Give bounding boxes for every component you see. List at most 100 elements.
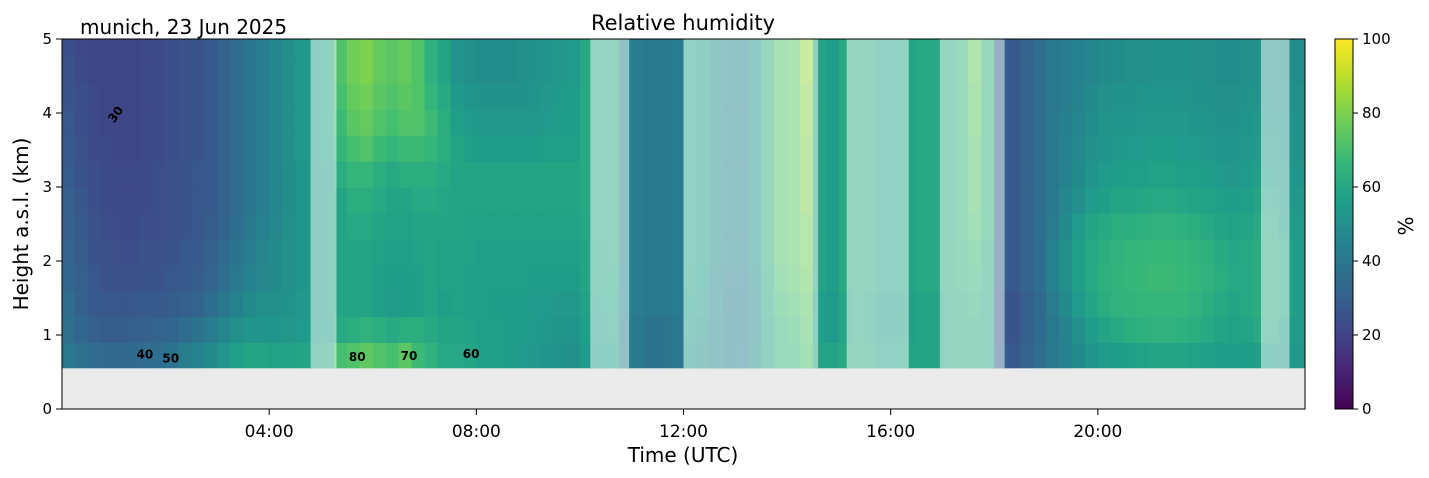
- heatmap-cell: [916, 39, 931, 59]
- heatmap-cell: [424, 109, 439, 136]
- heatmap-cell: [670, 238, 685, 266]
- heatmap-cell: [152, 39, 167, 59]
- heatmap-cell: [1020, 109, 1034, 136]
- contour-label: 80: [349, 350, 366, 364]
- heatmap-cell: [139, 342, 154, 369]
- heatmap-cell: [346, 316, 361, 343]
- heatmap-cell: [398, 39, 413, 59]
- y-tick-label: 1: [42, 326, 52, 344]
- heatmap-cell: [1292, 83, 1305, 110]
- heatmap-cell: [1110, 238, 1125, 266]
- heatmap-cell: [541, 290, 555, 318]
- heatmap-cell: [1240, 316, 1254, 343]
- heatmap-cell: [437, 212, 452, 240]
- heatmap-cell: [1227, 238, 1241, 266]
- heatmap-cell: [74, 109, 89, 136]
- heatmap-cell: [579, 109, 594, 136]
- heatmap-cell: [515, 57, 529, 84]
- heatmap-cell: [489, 83, 503, 110]
- heatmap-cell: [489, 161, 503, 188]
- heatmap-cell: [1123, 238, 1138, 266]
- heatmap-cell: [152, 109, 167, 136]
- heatmap-cell: [74, 290, 89, 318]
- heatmap-cell: [1136, 39, 1151, 59]
- heatmap-cell: [217, 109, 231, 136]
- heatmap-cell: [411, 39, 426, 59]
- heatmap-cell: [566, 316, 581, 343]
- heatmap-cell: [566, 109, 581, 136]
- heatmap-cell: [359, 57, 374, 84]
- heatmap-cell: [1188, 135, 1203, 162]
- heatmap-cell: [243, 212, 257, 240]
- heatmap-cell: [502, 316, 516, 343]
- heatmap-cell: [191, 39, 206, 59]
- heatmap-cell: [359, 316, 374, 343]
- heatmap-cell: [424, 83, 439, 110]
- heatmap-cell: [1110, 83, 1125, 110]
- heatmap-cell: [825, 135, 840, 162]
- heatmap-cell: [204, 316, 218, 343]
- heatmap-cell: [502, 290, 516, 318]
- heatmap-cell: [165, 187, 180, 214]
- heatmap-cell: [398, 187, 413, 214]
- heatmap-cell: [1033, 39, 1047, 59]
- heatmap-cell: [113, 135, 128, 162]
- heatmap-cell: [566, 135, 581, 162]
- heatmap-cell: [657, 264, 672, 292]
- heatmap-cell: [126, 342, 141, 369]
- heatmap-cell: [579, 161, 594, 188]
- heatmap-cell: [398, 109, 413, 136]
- heatmap-cell: [424, 316, 439, 343]
- heatmap-cell: [670, 264, 685, 292]
- heatmap-cell: [1123, 57, 1138, 84]
- heatmap-cell: [450, 342, 464, 369]
- y-tick-label: 3: [42, 178, 52, 196]
- heatmap-cell: [243, 238, 257, 266]
- heatmap-cell: [139, 83, 154, 110]
- heatmap-cell: [1136, 187, 1151, 214]
- heatmap-cell: [1007, 187, 1021, 214]
- heatmap-cell: [1162, 39, 1177, 59]
- heatmap-cell: [424, 39, 439, 59]
- heatmap-cell: [217, 264, 231, 292]
- heatmap-cell: [282, 342, 296, 369]
- heatmap-cell: [1136, 212, 1151, 240]
- heatmap-cell: [631, 290, 646, 318]
- heatmap-cell: [670, 83, 685, 110]
- heatmap-cell: [463, 83, 477, 110]
- heatmap-cell: [74, 212, 89, 240]
- heatmap-cell: [243, 187, 257, 214]
- heatmap-cell: [100, 264, 115, 292]
- heatmap-cell: [126, 264, 141, 292]
- heatmap-cell: [243, 264, 257, 292]
- heatmap-cell: [644, 39, 659, 59]
- heatmap-cell: [1084, 342, 1099, 369]
- heatmap-cell: [528, 187, 542, 214]
- heatmap-cell: [1007, 290, 1021, 318]
- heatmap-cell: [929, 135, 944, 162]
- heatmap-cell: [1162, 187, 1177, 214]
- heatmap-cell: [1175, 161, 1190, 188]
- heatmap-cell: [1292, 109, 1305, 136]
- heatmap-cell: [1149, 57, 1164, 84]
- heatmap-cell: [269, 238, 283, 266]
- heatmap-cell: [450, 187, 464, 214]
- heatmap-cell: [217, 135, 231, 162]
- heatmap-cell: [541, 135, 555, 162]
- heatmap-cell: [191, 135, 206, 162]
- masked-period: [683, 39, 819, 369]
- heatmap-cell: [295, 264, 309, 292]
- heatmap-cell: [1110, 290, 1125, 318]
- heatmap-cell: [657, 212, 672, 240]
- masked-period: [590, 39, 630, 369]
- heatmap-cell: [152, 316, 167, 343]
- heatmap-cell: [256, 316, 270, 343]
- heatmap-cell: [1033, 264, 1047, 292]
- heatmap-cell: [1240, 238, 1254, 266]
- heatmap-cell: [528, 39, 542, 59]
- heatmap-cell: [178, 187, 193, 214]
- heatmap-cell: [1123, 264, 1138, 292]
- heatmap-cell: [450, 57, 464, 84]
- heatmap-cell: [450, 161, 464, 188]
